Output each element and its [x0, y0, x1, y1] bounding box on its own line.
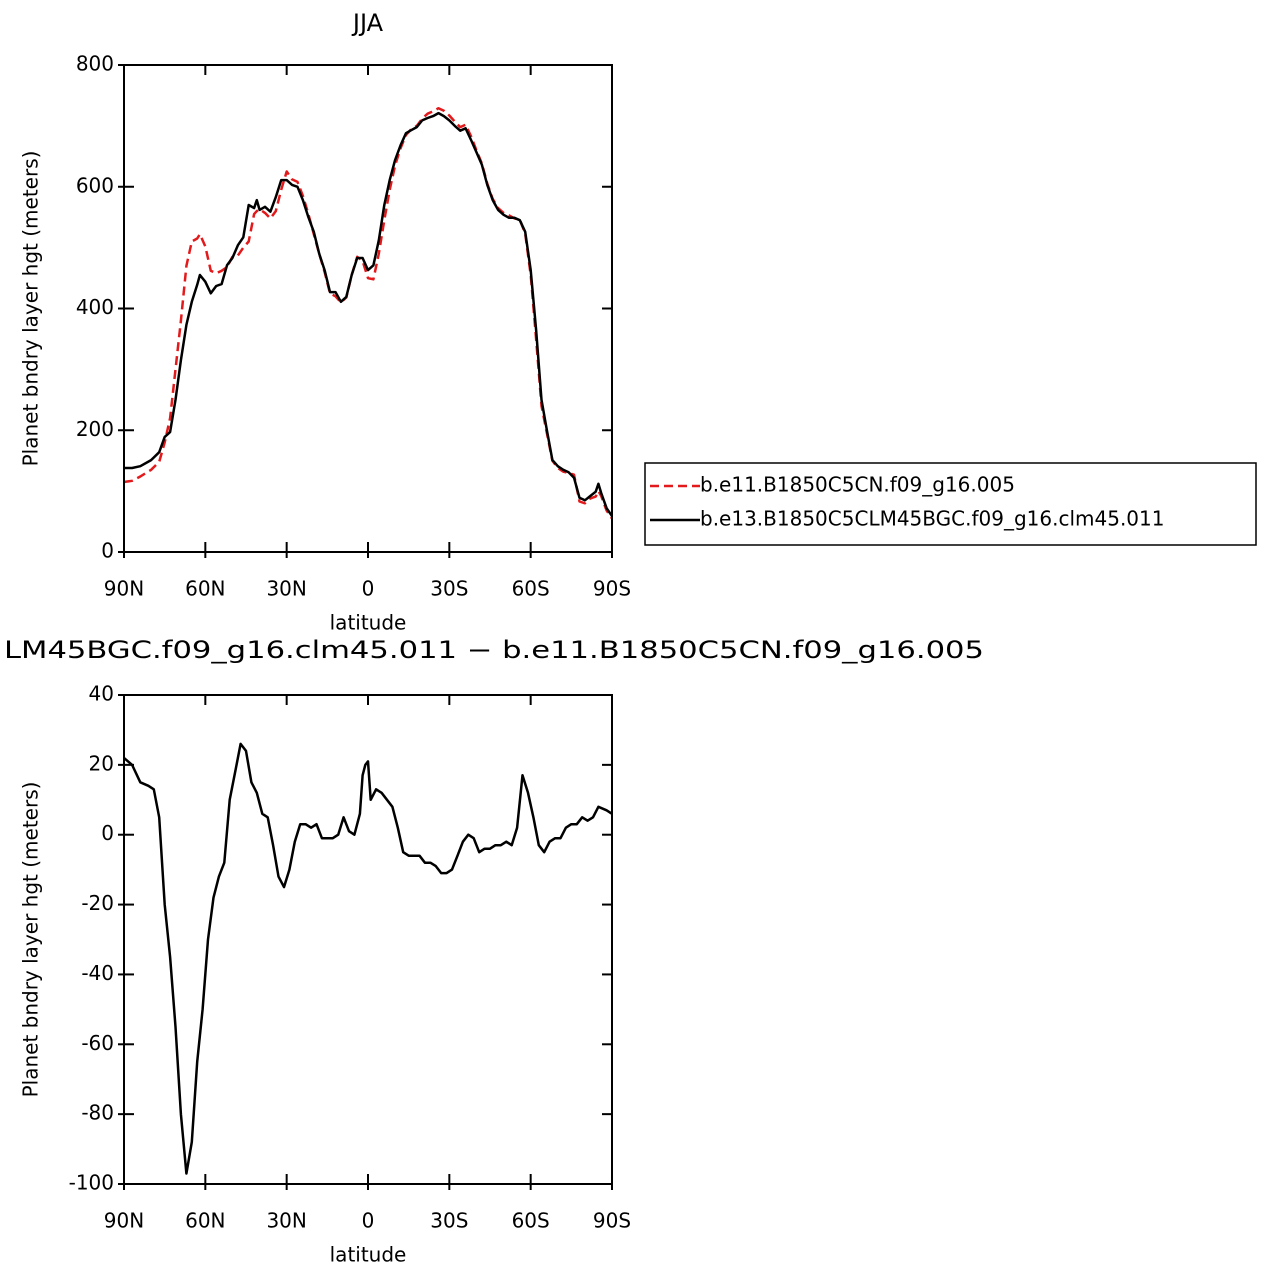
- x-axis-label: latitude: [330, 1243, 407, 1267]
- y-tick-label: 200: [76, 417, 114, 441]
- data-line: [123, 106, 614, 520]
- y-tick-label: -40: [81, 961, 114, 985]
- x-tick-label: 30N: [266, 1209, 306, 1233]
- x-tick-label: 90S: [593, 1209, 631, 1233]
- x-tick-label: 30S: [430, 1209, 468, 1233]
- x-tick-label: 60S: [512, 577, 550, 601]
- x-tick-label: 0: [362, 577, 375, 601]
- x-tick-label: 90S: [593, 577, 631, 601]
- legend-box: [644, 462, 1257, 546]
- plot-frame: [123, 64, 613, 553]
- y-tick-label: -60: [81, 1031, 114, 1055]
- y-tick-label: 600: [76, 173, 114, 197]
- y-axis-label: Planet bndry layer hgt (meters): [19, 782, 43, 1098]
- y-tick-label: 0: [101, 539, 114, 563]
- data-line: [123, 742, 613, 1175]
- legend: b.e11.B1850C5CN.f09_g16.005 b.e13.B1850C5…: [644, 462, 1257, 546]
- y-tick-label: 20: [89, 751, 114, 775]
- legend-label: b.e13.B1850C5CLM45BGC.f09_g16.clm45.011: [700, 507, 1164, 531]
- y-tick-label: 800: [76, 52, 114, 76]
- x-tick-label: 60S: [512, 1209, 550, 1233]
- y-tick-label: -80: [81, 1101, 114, 1125]
- y-tick-label: -100: [69, 1171, 114, 1195]
- x-tick-label: 90N: [104, 1209, 144, 1233]
- x-tick-label: 30S: [430, 577, 468, 601]
- x-tick-label: 0: [362, 1209, 375, 1233]
- y-tick-label: 400: [76, 295, 114, 319]
- chart-title: LM45BGC.f09_g16.clm45.011 − b.e11.B1850C…: [4, 636, 984, 664]
- x-tick-label: 90N: [104, 577, 144, 601]
- y-axis-label: Planet bndry layer hgt (meters): [19, 151, 43, 467]
- legend-label: b.e11.B1850C5CN.f09_g16.005: [700, 473, 1015, 497]
- data-line: [124, 111, 614, 517]
- y-tick-label: 40: [89, 682, 114, 706]
- x-tick-label: 60N: [185, 577, 225, 601]
- x-axis-label: latitude: [330, 611, 407, 635]
- x-tick-label: 60N: [185, 1209, 225, 1233]
- x-tick-label: 30N: [266, 577, 306, 601]
- y-tick-label: 0: [101, 821, 114, 845]
- y-tick-label: -20: [81, 891, 114, 915]
- chart-title: JJA: [351, 9, 384, 37]
